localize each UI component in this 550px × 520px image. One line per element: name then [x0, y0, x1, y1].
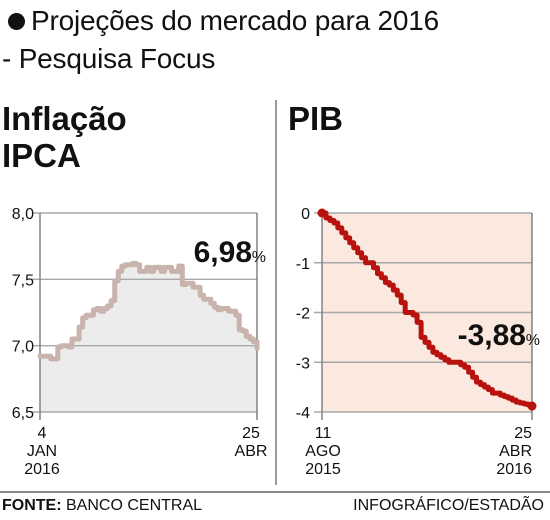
- ipca-xtick-label: 25: [242, 425, 260, 442]
- title-text-1: Projeções do mercado para 2016: [31, 5, 440, 36]
- ipca-ytick-label: 7,0: [12, 339, 34, 356]
- ipca-title-line-1: Inflação: [2, 100, 127, 137]
- footer-credit: INFOGRÁFICO/ESTADÃO: [353, 497, 544, 514]
- ipca-title-line-2: IPCA: [2, 137, 81, 174]
- ipca-ytick-label: 7,5: [12, 272, 34, 289]
- ipca-ytick-label: 8,0: [12, 206, 34, 223]
- footer-source: FONTE: BANCO CENTRAL: [2, 497, 202, 515]
- footer-rule: [0, 491, 550, 493]
- ipca-xtick-label: ABR: [235, 443, 268, 460]
- ipca-annotation-unit: %: [252, 249, 266, 266]
- ipca-xtick-label: 2016: [24, 461, 60, 478]
- title-line-1: Projeções do mercado para 2016: [2, 2, 548, 40]
- ipca-xtick-label: 4: [38, 425, 47, 442]
- pib-xtick-label: 11: [315, 425, 332, 442]
- footer-source-text: BANCO CENTRAL: [61, 497, 203, 514]
- ipca-series-line: [37, 260, 260, 362]
- footer-source-label: FONTE:: [2, 497, 62, 514]
- pib-ytick-label: -4: [296, 405, 310, 422]
- pib-ytick-label: -3: [296, 355, 310, 372]
- title-text-2: - Pesquisa Focus: [2, 43, 216, 74]
- ipca-ytick-label: 6,5: [12, 405, 34, 422]
- pib-chart-title: PIB: [288, 100, 343, 137]
- pib-xtick-label: 2015: [305, 461, 341, 478]
- pib-series-line: [319, 210, 535, 409]
- pib-xtick-label: ABR: [499, 443, 532, 460]
- infographic-title: Projeções do mercado para 2016 - Pesquis…: [2, 2, 548, 78]
- ipca-xtick-label: JAN: [27, 443, 57, 460]
- pib-title-line-1: PIB: [288, 100, 344, 137]
- pib-annotation-unit: %: [526, 332, 540, 349]
- pib-start-point: [317, 208, 327, 218]
- pib-xtick-label: AGO: [305, 443, 341, 460]
- pib-ytick-label: 0: [301, 206, 310, 223]
- pib-annotation-value: -3,88: [458, 319, 526, 352]
- pib-ytick-label: -1: [296, 256, 310, 273]
- ipca-annotation-value: 6,98: [194, 236, 252, 269]
- ipca-chart-title: Inflação IPCA: [2, 100, 127, 174]
- bullet-icon: [8, 13, 25, 31]
- title-line-2: - Pesquisa Focus: [2, 40, 548, 78]
- pib-xtick-label: 2016: [496, 461, 532, 478]
- chart-separator: [275, 100, 277, 485]
- pib-xtick-label: 25: [514, 425, 532, 442]
- pib-ytick-label: -2: [296, 306, 310, 323]
- pib-end-point: [527, 401, 537, 411]
